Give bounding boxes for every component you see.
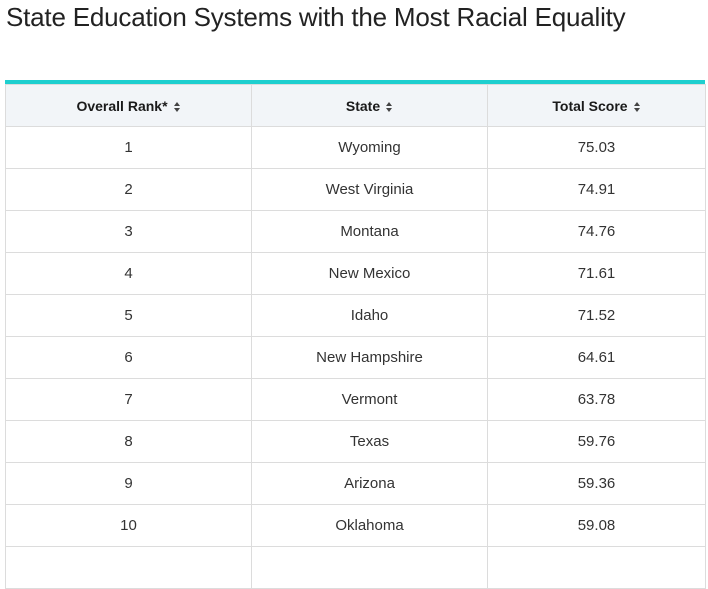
table-row: 7 Vermont 63.78: [5, 378, 706, 421]
score-cell: 63.78: [487, 378, 706, 421]
state-cell: Arizona: [251, 462, 488, 505]
rank-cell: 10: [5, 504, 252, 547]
ranking-table: Overall Rank* State Total Score 1 Wyoming…: [5, 84, 706, 589]
state-cell: New Hampshire: [251, 336, 488, 379]
page-title: State Education Systems with the Most Ra…: [6, 2, 626, 32]
table-row: 6 New Hampshire 64.61: [5, 336, 706, 379]
score-cell: 74.91: [487, 168, 706, 211]
rank-cell: 8: [5, 420, 252, 463]
table-accent-bar: [5, 80, 705, 84]
ranking-table-container: Overall Rank* State Total Score 1 Wyoming…: [5, 80, 706, 589]
table-row: 8 Texas 59.76: [5, 420, 706, 463]
table-row: 2 West Virginia 74.91: [5, 168, 706, 211]
rank-cell: 2: [5, 168, 252, 211]
state-cell: New Mexico: [251, 252, 488, 295]
score-cell: 74.76: [487, 210, 706, 253]
column-header-state[interactable]: State: [251, 84, 488, 127]
table-row: 3 Montana 74.76: [5, 210, 706, 253]
table-row: 10 Oklahoma 59.08: [5, 504, 706, 547]
rank-cell: 4: [5, 252, 252, 295]
table-row: 5 Idaho 71.52: [5, 294, 706, 337]
column-header-total-score[interactable]: Total Score: [487, 84, 706, 127]
rank-cell: 7: [5, 378, 252, 421]
table-row: 9 Arizona 59.36: [5, 462, 706, 505]
state-cell: Vermont: [251, 378, 488, 421]
sort-icon[interactable]: [173, 101, 181, 112]
score-cell: 59.76: [487, 420, 706, 463]
rank-cell: 9: [5, 462, 252, 505]
state-cell: Idaho: [251, 294, 488, 337]
column-header-overall-rank[interactable]: Overall Rank*: [5, 84, 252, 127]
state-cell: Oklahoma: [251, 504, 488, 547]
table-row: 1 Wyoming 75.03: [5, 126, 706, 169]
table-row: 4 New Mexico 71.61: [5, 252, 706, 295]
table-row-partial: [5, 546, 706, 589]
score-cell: 71.61: [487, 252, 706, 295]
sort-icon[interactable]: [633, 101, 641, 112]
score-cell: 59.36: [487, 462, 706, 505]
state-cell: Montana: [251, 210, 488, 253]
state-cell: Texas: [251, 420, 488, 463]
table-header-row: Overall Rank* State Total Score: [5, 84, 706, 127]
rank-cell: 6: [5, 336, 252, 379]
score-cell: 71.52: [487, 294, 706, 337]
rank-cell: 1: [5, 126, 252, 169]
sort-icon[interactable]: [386, 101, 393, 112]
score-cell: 75.03: [487, 126, 706, 169]
score-cell: 59.08: [487, 504, 706, 547]
score-cell: 64.61: [487, 336, 706, 379]
state-cell: West Virginia: [251, 168, 488, 211]
rank-cell: 5: [5, 294, 252, 337]
state-cell: Wyoming: [251, 126, 488, 169]
rank-cell: 3: [5, 210, 252, 253]
